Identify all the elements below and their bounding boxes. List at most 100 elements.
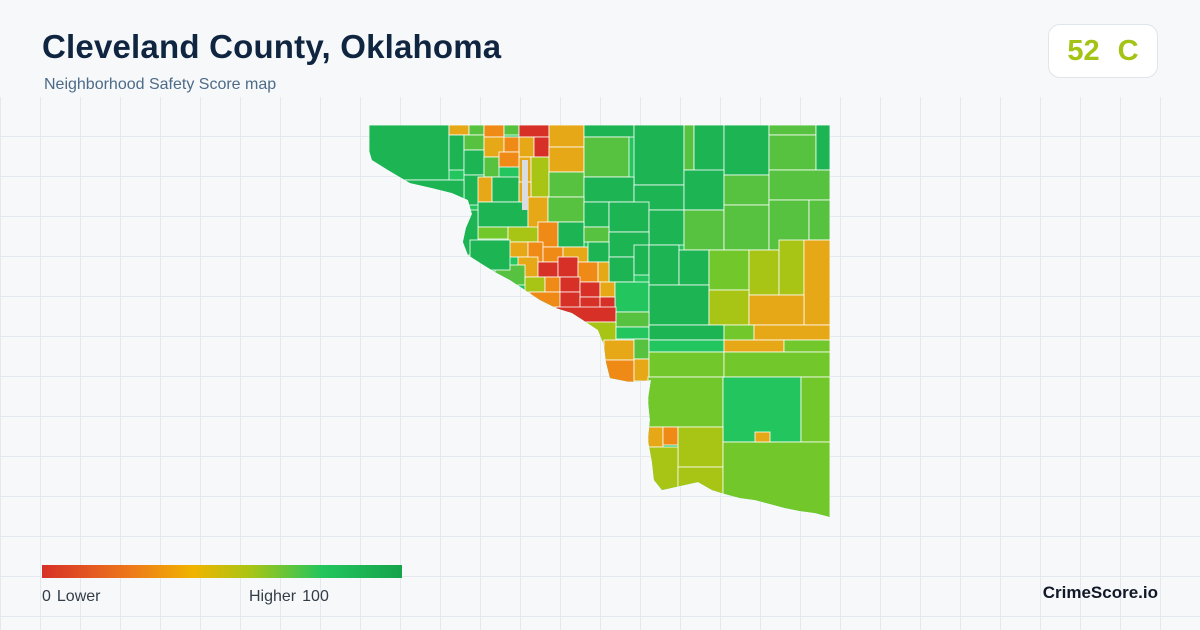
map-tract[interactable] bbox=[723, 351, 830, 378]
map-tract[interactable] bbox=[648, 209, 685, 246]
map-tract[interactable] bbox=[477, 176, 493, 203]
map-tract[interactable] bbox=[608, 256, 635, 283]
map-tract[interactable] bbox=[647, 426, 664, 448]
map-tract[interactable] bbox=[723, 125, 770, 176]
map-tract[interactable] bbox=[815, 125, 830, 171]
map-tract[interactable] bbox=[448, 134, 465, 171]
map-tract[interactable] bbox=[529, 291, 561, 308]
map-tract[interactable] bbox=[518, 125, 550, 138]
map-tract[interactable] bbox=[633, 125, 685, 186]
map-tract[interactable] bbox=[603, 359, 635, 383]
map-tract[interactable] bbox=[708, 249, 750, 291]
map-tract[interactable] bbox=[648, 339, 725, 353]
map-tract[interactable] bbox=[557, 256, 579, 278]
map-tract[interactable] bbox=[608, 201, 650, 233]
map-tract[interactable] bbox=[683, 125, 695, 171]
map-tract[interactable] bbox=[597, 261, 610, 283]
map-tract[interactable] bbox=[648, 324, 725, 341]
map-tract[interactable] bbox=[615, 311, 650, 328]
map-tract[interactable] bbox=[633, 244, 650, 276]
map-tract[interactable] bbox=[768, 134, 817, 171]
map-tract[interactable] bbox=[748, 249, 780, 296]
map-tract[interactable] bbox=[483, 156, 500, 178]
map-tract[interactable] bbox=[530, 156, 550, 198]
map-tract[interactable] bbox=[647, 446, 679, 498]
map-tract[interactable] bbox=[648, 284, 710, 326]
map-tract[interactable] bbox=[463, 134, 485, 151]
map-tract[interactable] bbox=[507, 241, 529, 258]
map-tract[interactable] bbox=[544, 276, 561, 293]
map-tract[interactable] bbox=[579, 281, 601, 298]
map-tract[interactable] bbox=[483, 125, 505, 138]
map-tract[interactable] bbox=[463, 149, 485, 176]
map-tract[interactable] bbox=[677, 426, 724, 468]
map-tract[interactable] bbox=[778, 239, 805, 296]
map-tract[interactable] bbox=[469, 239, 511, 271]
map-tract[interactable] bbox=[537, 261, 559, 278]
map-tract[interactable] bbox=[468, 125, 485, 136]
map-tract[interactable] bbox=[683, 209, 725, 251]
map-tract[interactable] bbox=[583, 136, 630, 178]
map-tract[interactable] bbox=[662, 426, 679, 446]
map-tract[interactable] bbox=[448, 125, 470, 136]
map-tract[interactable] bbox=[533, 136, 550, 158]
map-tract[interactable] bbox=[585, 321, 617, 343]
map-tract[interactable] bbox=[477, 226, 509, 240]
map-tract[interactable] bbox=[754, 431, 771, 443]
map-tract[interactable] bbox=[477, 201, 529, 228]
map-tract[interactable] bbox=[503, 136, 520, 153]
map-tract[interactable] bbox=[683, 169, 725, 211]
map-tract[interactable] bbox=[783, 339, 830, 353]
map-tract[interactable] bbox=[583, 201, 610, 228]
map-tract[interactable] bbox=[677, 466, 724, 498]
map-tract[interactable] bbox=[518, 136, 535, 158]
map-tract[interactable] bbox=[647, 376, 724, 428]
map-tract[interactable] bbox=[587, 241, 610, 263]
map-tract[interactable] bbox=[583, 125, 635, 138]
map-tract[interactable] bbox=[603, 339, 635, 361]
map-tract[interactable] bbox=[723, 324, 755, 341]
map-tract[interactable] bbox=[633, 358, 650, 382]
map-tract[interactable] bbox=[768, 169, 830, 201]
map-tract[interactable] bbox=[678, 249, 710, 286]
map-tract[interactable] bbox=[555, 306, 617, 323]
map-tract[interactable] bbox=[614, 281, 650, 313]
map-tract[interactable] bbox=[369, 125, 450, 181]
map-tract[interactable] bbox=[648, 351, 725, 378]
map-tract[interactable] bbox=[557, 221, 585, 248]
map-tract[interactable] bbox=[503, 125, 520, 136]
map-tract[interactable] bbox=[548, 171, 585, 198]
map-tract[interactable] bbox=[548, 146, 585, 173]
map-tract[interactable] bbox=[615, 326, 650, 340]
map-tract[interactable] bbox=[559, 276, 581, 293]
map-tract[interactable] bbox=[577, 261, 599, 283]
map-tract[interactable] bbox=[748, 294, 805, 326]
map-tract[interactable] bbox=[633, 338, 650, 360]
map-tract[interactable] bbox=[599, 281, 616, 298]
map-tract[interactable] bbox=[547, 196, 585, 223]
map-tract[interactable] bbox=[723, 204, 770, 251]
map-tract[interactable] bbox=[800, 376, 830, 443]
map-tract[interactable] bbox=[723, 174, 770, 206]
map-tract[interactable] bbox=[524, 276, 546, 293]
map-tract[interactable] bbox=[648, 244, 680, 286]
legend-max-value: 100 bbox=[302, 588, 329, 605]
map-tract[interactable] bbox=[548, 125, 585, 148]
map-tract[interactable] bbox=[768, 125, 817, 136]
map-tract[interactable] bbox=[491, 176, 520, 203]
score-grade: C bbox=[1117, 34, 1139, 67]
map-tract[interactable] bbox=[708, 289, 750, 326]
map-tract[interactable] bbox=[583, 226, 610, 243]
map-tract[interactable] bbox=[369, 179, 465, 211]
map-tract[interactable] bbox=[722, 441, 830, 522]
page-subtitle: Neighborhood Safety Score map bbox=[44, 76, 277, 93]
map-tract[interactable] bbox=[498, 151, 520, 168]
map-tract[interactable] bbox=[753, 324, 830, 341]
map-tract[interactable] bbox=[723, 339, 785, 353]
map-tract[interactable] bbox=[583, 176, 635, 203]
map-tract[interactable] bbox=[803, 239, 830, 326]
map-tract[interactable] bbox=[507, 226, 539, 243]
map-tract[interactable] bbox=[808, 199, 830, 241]
map-tract[interactable] bbox=[722, 376, 802, 443]
